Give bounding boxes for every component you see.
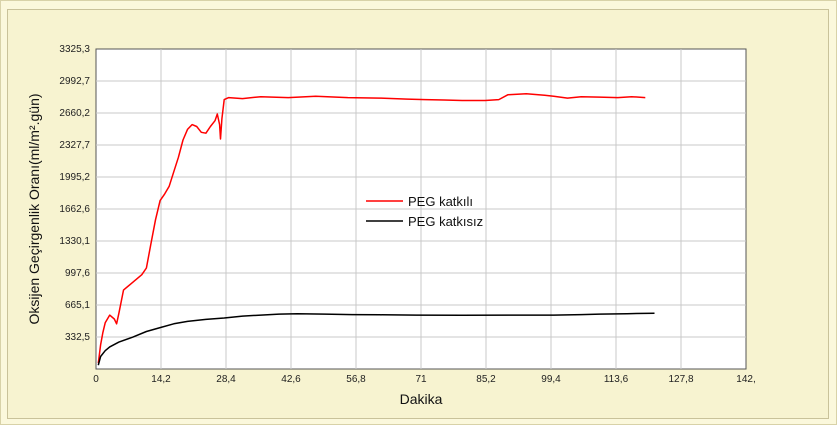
y-tick-label: 1995,2 xyxy=(59,172,90,183)
y-tick-label: 1330,1 xyxy=(59,236,90,247)
x-tick-label: 127,8 xyxy=(668,374,693,385)
y-tick-label: 997,6 xyxy=(65,268,90,279)
y-tick-label: 2660,2 xyxy=(59,108,90,119)
y-axis-label: Oksijen Geçirgenlik Oranı(ml/m².gün) xyxy=(26,93,42,324)
x-tick-label: 71 xyxy=(415,374,427,385)
x-tick-label: 142, xyxy=(736,374,755,385)
legend-label: PEG katkılı xyxy=(408,194,473,209)
series-line-peg-katkili xyxy=(97,93,646,364)
x-tick-label: 56,8 xyxy=(346,374,366,385)
y-tick-labels: 332,5 665,1 997,6 1330,1 1662,6 1995,2 2327,7 2… xyxy=(59,44,90,343)
x-tick-label: 14,2 xyxy=(151,374,171,385)
series-lines xyxy=(97,93,655,366)
legend: PEG katkılı PEG katkısız xyxy=(366,194,483,229)
y-tick-label: 332,5 xyxy=(65,332,90,343)
x-tick-label: 0 xyxy=(93,374,99,385)
legend-label: PEG katkısız xyxy=(408,214,483,229)
x-tick-label: 42,6 xyxy=(281,374,301,385)
x-tick-label: 99,4 xyxy=(541,374,561,385)
x-axis-label: Dakika xyxy=(400,391,443,407)
y-tick-label: 665,1 xyxy=(65,300,90,311)
series-line-peg-katkisiz xyxy=(97,312,655,366)
y-tick-label: 2327,7 xyxy=(59,140,90,151)
y-tick-label: 3325,3 xyxy=(59,44,90,55)
y-tick-label: 2992,7 xyxy=(59,76,90,87)
x-tick-labels: 0 14,2 28,4 42,6 56,8 71 85,2 99,4 113,6 127,8 142… xyxy=(93,374,756,385)
y-tick-label: 1662,6 xyxy=(59,204,90,215)
x-tick-label: 85,2 xyxy=(476,374,496,385)
x-tick-label: 28,4 xyxy=(216,374,236,385)
x-tick-label: 113,6 xyxy=(604,374,629,385)
